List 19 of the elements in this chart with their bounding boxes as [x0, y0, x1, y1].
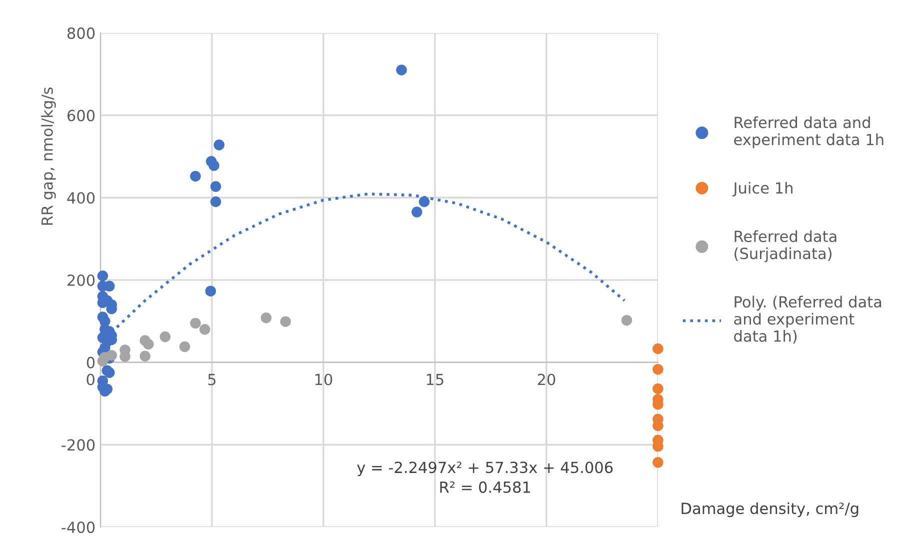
- legend-label: Juice 1h: [732, 182, 792, 197]
- annotation: R² = 0.4581: [440, 481, 530, 493]
- x-tick-label: 15: [426, 374, 444, 386]
- x-tick-label: 20: [538, 374, 556, 386]
- legend-label: Referred data and experiment data 1h: [734, 116, 884, 148]
- x-axis-title: Damage density, cm²/g: [682, 502, 858, 518]
- y-tick-label: 800: [67, 27, 95, 39]
- y-tick-label: -400: [62, 522, 95, 534]
- y-axis-title: RR gap, nmol/kg/s: [41, 87, 56, 225]
- legend-label: Referred data (Surjadinata): [734, 230, 836, 262]
- y-tick-label: 200: [68, 274, 95, 286]
- y-tick-label: 400: [67, 192, 95, 204]
- x-tick-label: 10: [315, 374, 332, 386]
- x-tick-label: 5: [208, 374, 216, 386]
- y-tick-label: -200: [62, 439, 95, 451]
- y-tick-label: 600: [68, 110, 95, 122]
- legend-label: Poly. (Referred data and experiment data 1h): [734, 296, 882, 344]
- y-tick-label: 0: [86, 356, 95, 368]
- annotation: y = -2.2497x² + 57.33x + 45.006: [357, 462, 613, 476]
